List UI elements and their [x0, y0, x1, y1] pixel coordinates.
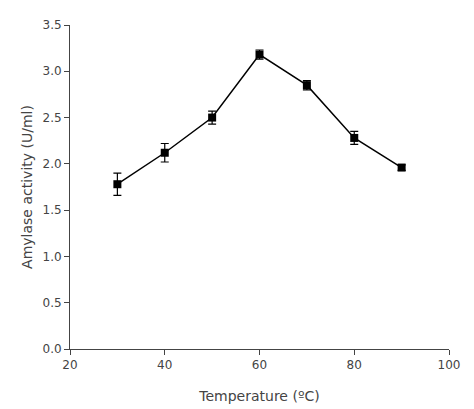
- svg-text:1.5: 1.5: [43, 203, 62, 217]
- svg-text:Amylase activity (U/ml): Amylase activity (U/ml): [19, 105, 35, 269]
- svg-text:3.5: 3.5: [43, 18, 62, 32]
- svg-text:3.0: 3.0: [43, 64, 62, 78]
- svg-text:20: 20: [62, 358, 77, 372]
- svg-text:0.0: 0.0: [43, 342, 62, 356]
- svg-text:0.5: 0.5: [43, 296, 62, 310]
- svg-text:80: 80: [347, 358, 362, 372]
- svg-text:Temperature (ºC): Temperature (ºC): [198, 388, 319, 404]
- svg-text:2.5: 2.5: [43, 111, 62, 125]
- svg-text:60: 60: [252, 358, 267, 372]
- svg-text:2.0: 2.0: [43, 157, 62, 171]
- svg-text:100: 100: [438, 358, 461, 372]
- svg-text:1.0: 1.0: [43, 250, 62, 264]
- svg-text:40: 40: [157, 358, 172, 372]
